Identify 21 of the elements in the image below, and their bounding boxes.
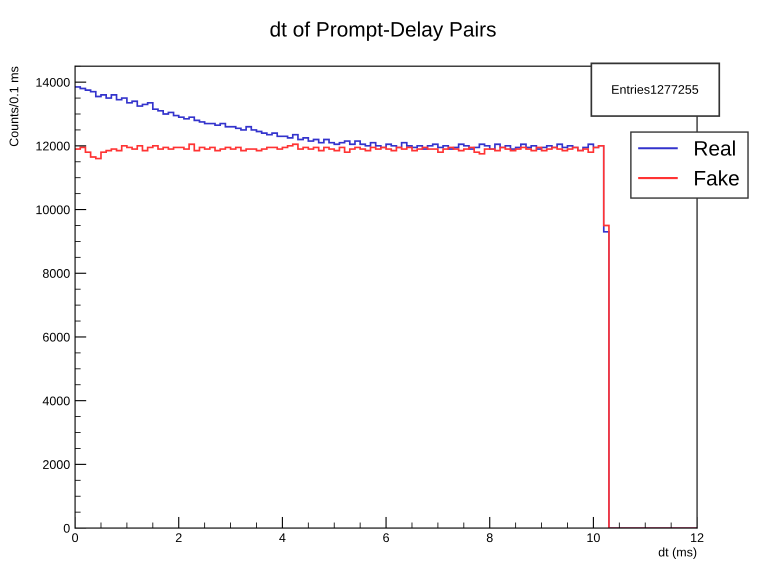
x-tick-label: 8	[486, 533, 493, 542]
y-tick-label: 8000	[42, 269, 70, 278]
chart-title: dt of Prompt-Delay Pairs	[270, 21, 496, 41]
x-tick-label: 2	[176, 533, 182, 542]
legend-label: Fake	[695, 170, 739, 186]
y-tick-label: 6000	[43, 332, 70, 342]
y-axis-title: Counts/0.1 ms	[9, 66, 18, 146]
y-tick-label: 10000	[36, 205, 70, 214]
x-tick-label: 0	[72, 533, 78, 542]
x-axis-title: dt (ms)	[658, 547, 696, 560]
x-tick-label: 4	[279, 533, 286, 542]
y-tick-label: 12000	[36, 142, 70, 151]
annotation: Entries1277255	[612, 84, 698, 94]
x-tick-label: 10	[587, 533, 600, 542]
y-tick-label: 4000	[42, 396, 70, 406]
y-tick-label: 2000	[43, 460, 70, 470]
y-tick-label: 14000	[36, 78, 70, 87]
x-tick-label: 12	[691, 533, 704, 542]
y-tick-label: 0	[64, 524, 70, 533]
legend-label: Real	[695, 140, 735, 156]
x-tick-label: 6	[383, 533, 389, 542]
